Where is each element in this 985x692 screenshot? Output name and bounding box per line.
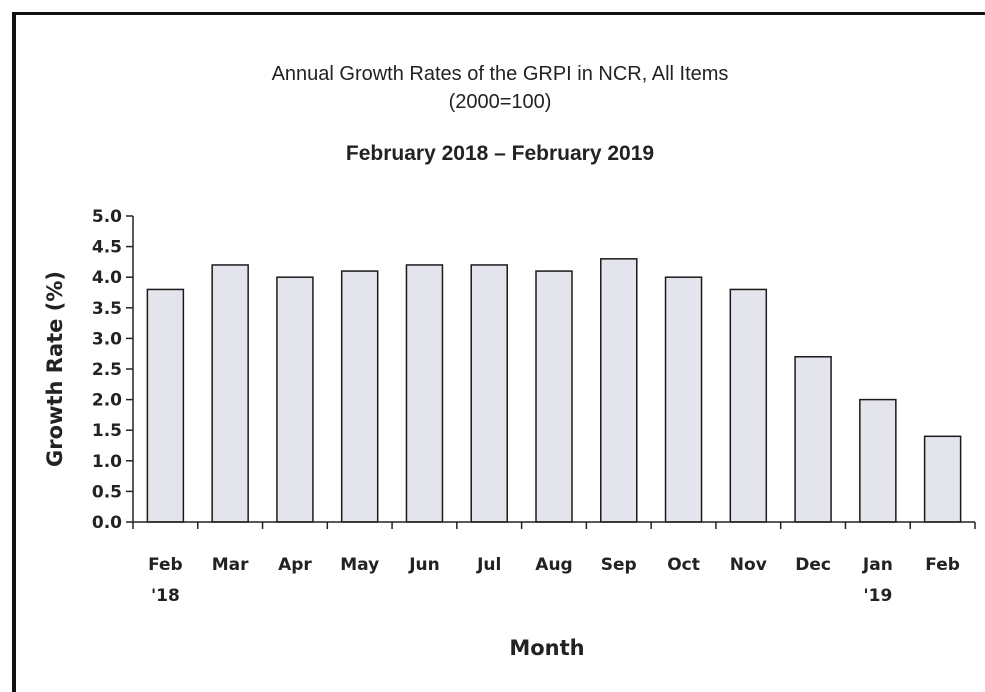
y-tick-label: 0.5 bbox=[92, 482, 122, 502]
bar bbox=[276, 276, 314, 523]
bar bbox=[859, 398, 897, 523]
y-tick-label: 2.0 bbox=[92, 391, 122, 411]
x-category-label: Aug bbox=[535, 555, 572, 575]
y-tick-label: 0.0 bbox=[92, 513, 122, 533]
y-tick-label: 4.0 bbox=[92, 268, 122, 288]
y-tick-label: 4.5 bbox=[92, 238, 122, 258]
bar bbox=[664, 276, 703, 523]
x-category-label: Feb bbox=[148, 555, 183, 575]
chart-period: February 2018 – February 2019 bbox=[346, 142, 654, 165]
x-category-label: Dec bbox=[795, 555, 831, 575]
x-category-label: Sep bbox=[601, 555, 637, 575]
bar bbox=[729, 288, 768, 523]
x-category-label: Feb bbox=[925, 555, 960, 575]
x-category-label: May bbox=[340, 555, 379, 575]
bar bbox=[470, 264, 508, 523]
bar bbox=[923, 435, 962, 523]
y-tick-label: 1.5 bbox=[92, 421, 122, 441]
y-axis: 0.0 0.5 1.0 1.5 2.0 2.5 3.0 3.5 4.0 4.5 5.0 bbox=[92, 207, 134, 533]
bar bbox=[211, 264, 249, 523]
x-axis: Feb '18 Mar Apr May Jun Jul Aug Sep Oct Nov Dec Jan '… bbox=[132, 521, 976, 606]
bar bbox=[535, 270, 573, 523]
x-category-sublabel: '18 bbox=[151, 586, 180, 606]
chart-title: Annual Growth Rates of the GRPI in NCR, … bbox=[272, 63, 729, 85]
y-tick-label: 5.0 bbox=[92, 207, 122, 227]
growth-rate-bar-chart: Annual Growth Rates of the GRPI in NCR, … bbox=[43, 63, 976, 660]
x-category-label: Jun bbox=[408, 555, 440, 575]
x-category-label: Jul bbox=[476, 555, 501, 575]
y-tick-label: 3.5 bbox=[92, 299, 122, 319]
chart-subtitle: (2000=100) bbox=[449, 91, 552, 113]
x-category-label: Apr bbox=[278, 555, 312, 575]
y-tick-label: 2.5 bbox=[92, 360, 122, 380]
bar bbox=[600, 258, 638, 523]
bar bbox=[405, 264, 444, 523]
y-tick-label: 1.0 bbox=[92, 452, 122, 472]
bars-group bbox=[146, 258, 962, 523]
bar bbox=[794, 356, 832, 523]
x-category-label: Oct bbox=[667, 555, 700, 575]
y-tick-label: 3.0 bbox=[92, 329, 122, 349]
bar bbox=[146, 288, 185, 523]
x-category-sublabel: '19 bbox=[863, 586, 892, 606]
x-category-label: Mar bbox=[212, 555, 249, 575]
x-axis-title: Month bbox=[509, 636, 584, 660]
bar bbox=[340, 270, 379, 523]
x-category-label: Nov bbox=[730, 555, 767, 575]
y-axis-title: Growth Rate (%) bbox=[43, 271, 67, 467]
x-category-label: Jan bbox=[862, 555, 893, 575]
